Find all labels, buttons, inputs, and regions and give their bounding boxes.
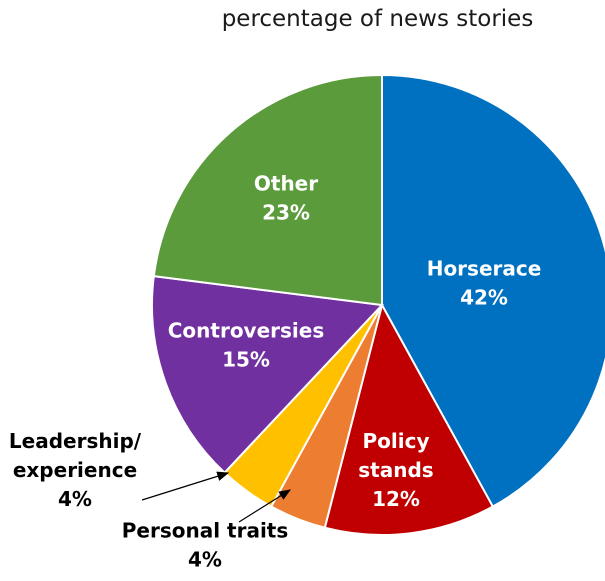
slice-label-line: Leadership/ <box>9 429 142 453</box>
slice-label-line: Other <box>254 172 318 196</box>
slice-label-line: experience <box>13 458 137 482</box>
pie-slice-controversies <box>151 275 385 475</box>
slice-label-line: 4% <box>188 548 222 572</box>
slice-label-line: 23% <box>262 201 310 225</box>
slice-label-other: Other 23% <box>254 172 318 225</box>
slice-label-personal-traits: Personal traits 4% <box>122 519 289 572</box>
slice-label-controversies: Controversies 15% <box>168 319 325 372</box>
slice-label-line: 42% <box>460 286 508 310</box>
slice-label-leadership-experience: Leadership/experience 4% <box>9 429 142 511</box>
slice-label-line: Policy <box>362 429 429 453</box>
slice-label-horserace: Horserace 42% <box>427 257 542 310</box>
slice-label-line: 12% <box>372 487 420 511</box>
slice-label-line: Controversies <box>168 319 325 343</box>
slice-label-line: stands <box>358 458 433 482</box>
label-arrow-leadership-experience <box>141 471 230 501</box>
slice-label-line: 15% <box>222 348 270 372</box>
pie-slice-other <box>152 73 383 307</box>
slice-label-policy-stands: Policy stands 12% <box>358 429 433 511</box>
chart-title: percentage of news stories <box>221 6 534 32</box>
slice-label-line: Horserace <box>427 257 542 281</box>
slice-label-line: 4% <box>58 487 92 511</box>
label-arrow-personal-traits <box>238 489 292 523</box>
pie-slice-policy-stands <box>323 302 495 536</box>
slice-label-line: Personal traits <box>122 519 289 543</box>
